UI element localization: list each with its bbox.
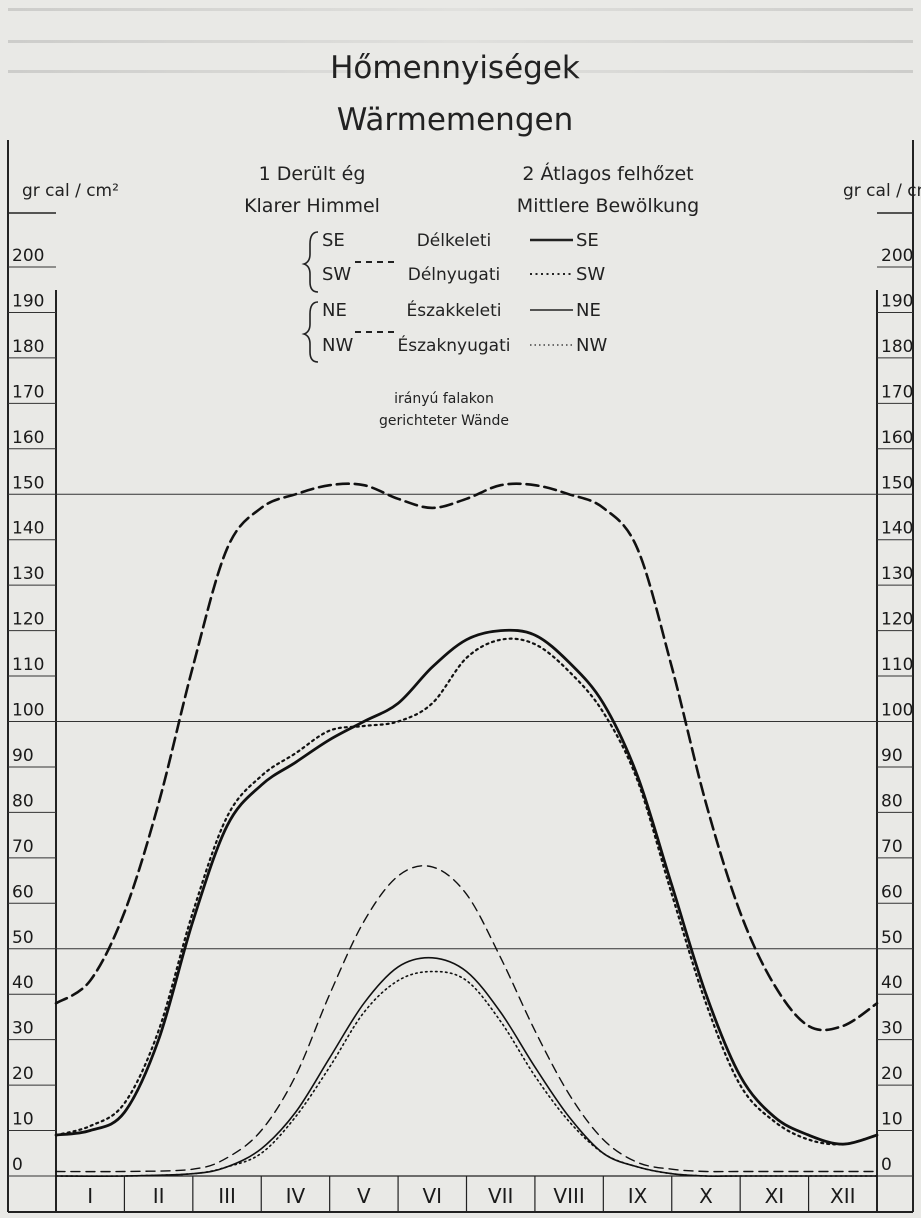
background-text-residue xyxy=(0,0,921,110)
y-tick-label-left: 90 xyxy=(12,746,34,766)
y-tick-label-right: 180 xyxy=(881,337,913,357)
y-tick-label-right: 30 xyxy=(881,1019,903,1039)
y-tick-label-right: 20 xyxy=(881,1064,903,1084)
y-tick-label-right: 0 xyxy=(881,1155,892,1175)
y-axis-label-left: gr cal / cm² xyxy=(22,181,119,201)
series-line-6 xyxy=(55,970,878,1177)
y-tick-label-left: 70 xyxy=(12,837,34,857)
series-line-1 xyxy=(54,482,879,1032)
chart-grid xyxy=(56,493,877,950)
chart-subtitle: Wärmemengen xyxy=(337,102,573,138)
y-tick-label-left: 120 xyxy=(12,610,44,630)
y-tick-label-right: 90 xyxy=(881,746,903,766)
y-tick-label-right: 40 xyxy=(881,973,903,993)
y-axis-label-right: gr cal / cm² xyxy=(843,181,921,201)
legend-footer-hu: irányú falakon xyxy=(394,391,494,407)
y-tick-label-left: 80 xyxy=(12,791,34,811)
x-tick-label: X xyxy=(699,1184,713,1208)
y-tick-label-left: 110 xyxy=(12,655,44,675)
legend-code-right: SE xyxy=(576,230,599,251)
y-tick-label-right: 60 xyxy=(881,882,903,902)
condition-2-hu: 2 Átlagos felhőzet xyxy=(522,162,693,185)
series-line-4 xyxy=(55,865,878,1173)
y-tick-label-right: 190 xyxy=(881,291,913,311)
y-axis-right: 0 10 20 30 40 50 60 70 80 90 100 110 120 130 140 150 160… xyxy=(877,246,913,1177)
legend-code-right: NE xyxy=(576,300,601,321)
legend-code-left: SW xyxy=(322,264,351,285)
y-tick-label-right: 80 xyxy=(881,791,903,811)
y-tick-label-right: 140 xyxy=(881,519,913,539)
y-tick-label-left: 160 xyxy=(12,428,44,448)
x-tick-label: VII xyxy=(488,1184,513,1208)
legend-label: Északkeleti xyxy=(406,299,501,321)
y-tick-label-right: 200 xyxy=(881,246,913,266)
chart-title: Hőmennyiségek xyxy=(330,50,580,86)
y-tick-label-right: 150 xyxy=(881,473,913,493)
legend-label: Délnyugati xyxy=(408,265,500,285)
x-tick-label: VIII xyxy=(553,1184,584,1208)
y-tick-label-left: 60 xyxy=(12,882,34,902)
y-tick-label-right: 130 xyxy=(881,564,913,584)
y-tick-label-right: 100 xyxy=(881,701,913,721)
y-axis-left: 0 10 20 30 40 50 60 70 80 90 100 110 120 130 140 150 160… xyxy=(8,246,56,1177)
legend-label: Északnyugati xyxy=(398,334,511,356)
x-axis: I II III IV V VI VII VIII IX X XI XII xyxy=(55,1176,878,1212)
y-tick-label-left: 180 xyxy=(12,337,44,357)
x-tick-label: XI xyxy=(765,1184,785,1208)
condition-1-de: Klarer Himmel xyxy=(244,195,380,217)
y-tick-label-left: 0 xyxy=(12,1155,23,1175)
y-tick-label-right: 50 xyxy=(881,928,903,948)
legend-code-left: SE xyxy=(322,230,345,251)
x-tick-label: IV xyxy=(286,1184,306,1208)
y-tick-label-right: 170 xyxy=(881,382,913,402)
series-line-2 xyxy=(54,628,879,1146)
legend-code-left: NW xyxy=(322,335,353,356)
legend-footer-de: gerichteter Wände xyxy=(379,413,509,429)
y-tick-label-left: 100 xyxy=(12,701,44,721)
plot-area xyxy=(54,482,879,1177)
series-line-3 xyxy=(54,637,879,1146)
y-tick-label-right: 70 xyxy=(881,837,903,857)
legend-code-right: SW xyxy=(576,264,605,285)
y-tick-label-left: 30 xyxy=(12,1019,34,1039)
y-tick-label-left: 140 xyxy=(12,519,44,539)
legend-code-right: NW xyxy=(576,335,607,356)
condition-1-hu: 1 Derült ég xyxy=(259,163,366,185)
y-tick-label-right: 120 xyxy=(881,610,913,630)
x-tick-label: III xyxy=(218,1184,236,1208)
y-tick-label-right: 110 xyxy=(881,655,913,675)
y-tick-label-left: 50 xyxy=(12,928,34,948)
legend-label: Délkeleti xyxy=(417,231,492,251)
chart-legend: SE Délkeleti SE SW Délnyugati SW NE Északkeleti… xyxy=(301,230,607,363)
y-tick-label-left: 170 xyxy=(12,382,44,402)
y-tick-label-right: 10 xyxy=(881,1110,903,1130)
y-tick-label-left: 200 xyxy=(12,246,44,266)
x-tick-label: IX xyxy=(628,1184,648,1208)
x-tick-label: VI xyxy=(422,1184,442,1208)
y-tick-label-left: 130 xyxy=(12,564,44,584)
y-tick-label-left: 10 xyxy=(12,1110,34,1130)
x-tick-label: I xyxy=(87,1184,93,1208)
x-tick-label: V xyxy=(357,1184,371,1208)
legend-brace-north xyxy=(301,301,319,363)
legend-brace-south xyxy=(301,231,319,293)
y-tick-label-right: 160 xyxy=(881,428,913,448)
condition-2-de: Mittlere Bewölkung xyxy=(517,195,699,217)
x-tick-label: II xyxy=(153,1184,165,1208)
x-tick-label: XII xyxy=(830,1184,856,1208)
series-line-5 xyxy=(55,956,878,1177)
y-tick-label-left: 190 xyxy=(12,291,44,311)
legend-code-left: NE xyxy=(322,300,347,321)
y-tick-label-left: 40 xyxy=(12,973,34,993)
y-tick-label-left: 20 xyxy=(12,1064,34,1084)
y-tick-label-left: 150 xyxy=(12,473,44,493)
